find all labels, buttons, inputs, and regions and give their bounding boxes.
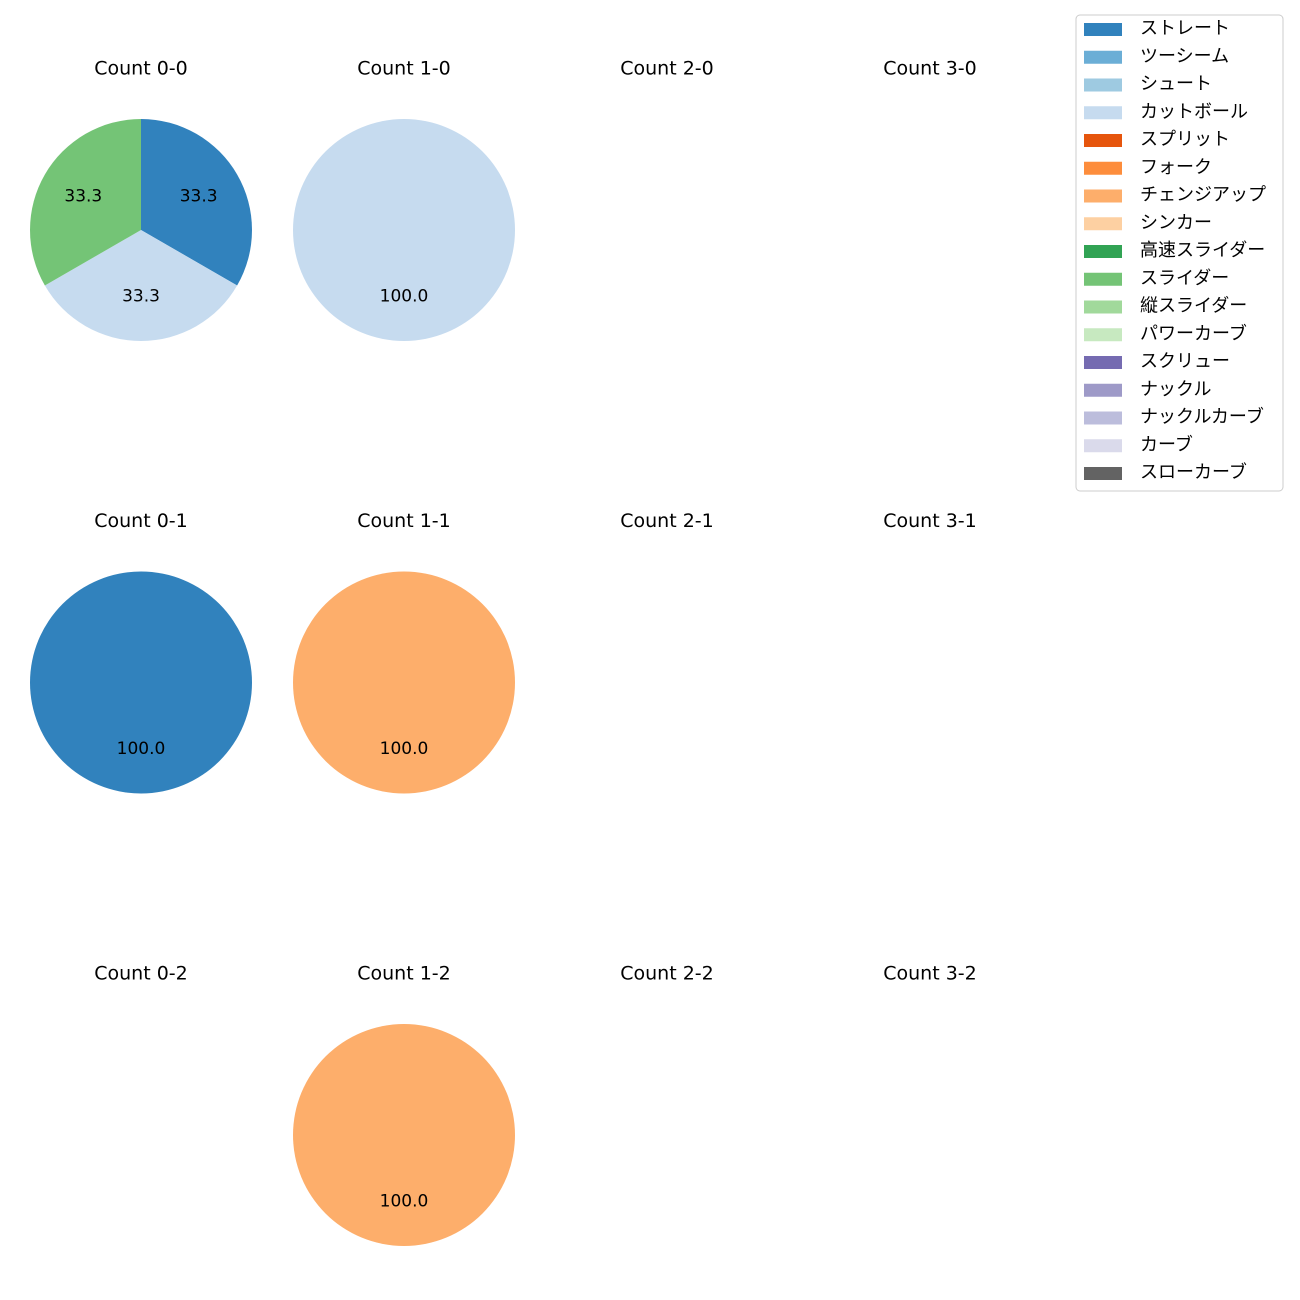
legend-label: 高速スライダー [1140,240,1265,261]
pie-label: 33.3 [64,187,102,207]
legend-box [1075,14,1284,492]
pie-label: 100.0 [117,739,166,759]
legend-label: フォーク [1140,157,1212,178]
pie-label: 100.0 [380,287,429,307]
chart-title: Count 2-1 [620,510,714,532]
pie-wedge [293,571,515,794]
legend-label: ナックルカーブ [1140,406,1264,428]
legend-swatch [1084,161,1122,175]
legend-swatch [1084,78,1122,92]
chart-title: Count 0-2 [94,963,188,985]
legend-swatch [1084,356,1122,369]
chart-title: Count 3-1 [883,510,977,532]
legend-swatch [1084,106,1122,120]
chart-title: Count 3-2 [883,963,977,985]
chart-title: Count 0-1 [94,510,188,532]
legend-label: スクリュー [1140,351,1230,372]
legend-label: ツーシーム [1140,46,1229,67]
legend-label: シュート [1140,74,1212,95]
legend-swatch [1084,134,1122,147]
legend-label: スローカーブ [1140,461,1247,483]
chart-title: Count 0-0 [94,58,188,80]
legend-swatch [1084,272,1122,286]
legend-swatch [1084,411,1122,425]
pie-wedge [30,119,142,286]
legend-swatch [1084,217,1122,231]
legend-label: パワーカーブ [1140,322,1247,344]
legend-swatch [1084,245,1122,258]
legend-swatch [1084,439,1122,453]
legend-swatch [1084,383,1122,397]
chart-title: Count 2-0 [620,58,714,80]
chart-title: Count 2-2 [620,963,714,985]
legend-label: スライダー [1140,268,1229,289]
legend-swatch [1084,189,1122,203]
pie-label: 100.0 [380,739,429,759]
legend-swatch [1084,50,1122,64]
legend-label: ナックル [1140,379,1211,400]
legend-swatch [1084,328,1122,342]
pie-label: 100.0 [380,1192,429,1212]
chart-title: Count 1-0 [357,58,451,80]
chart-title: Count 3-0 [883,58,977,80]
legend-label: 縦スライダー [1140,296,1247,317]
pie-wedge [293,1024,515,1246]
legend-label: シンカー [1140,212,1212,233]
legend-swatch [1084,467,1122,480]
legend-label: カットボール [1140,101,1248,122]
legend-swatch [1084,300,1122,314]
pie-wedge [141,119,252,286]
legend-label: チェンジアップ [1140,185,1266,206]
pie-label: 33.3 [122,287,160,307]
pie-label: 33.3 [180,187,218,207]
legend-swatch [1084,23,1122,36]
chart-title: Count 1-1 [357,510,451,532]
legend-label: スプリット [1140,129,1230,150]
pie-wedge [293,119,515,341]
legend-label: ストレート [1140,18,1230,39]
chart-title: Count 1-2 [357,963,451,985]
legend-label: カーブ [1140,433,1193,455]
pie-wedge [30,571,252,794]
